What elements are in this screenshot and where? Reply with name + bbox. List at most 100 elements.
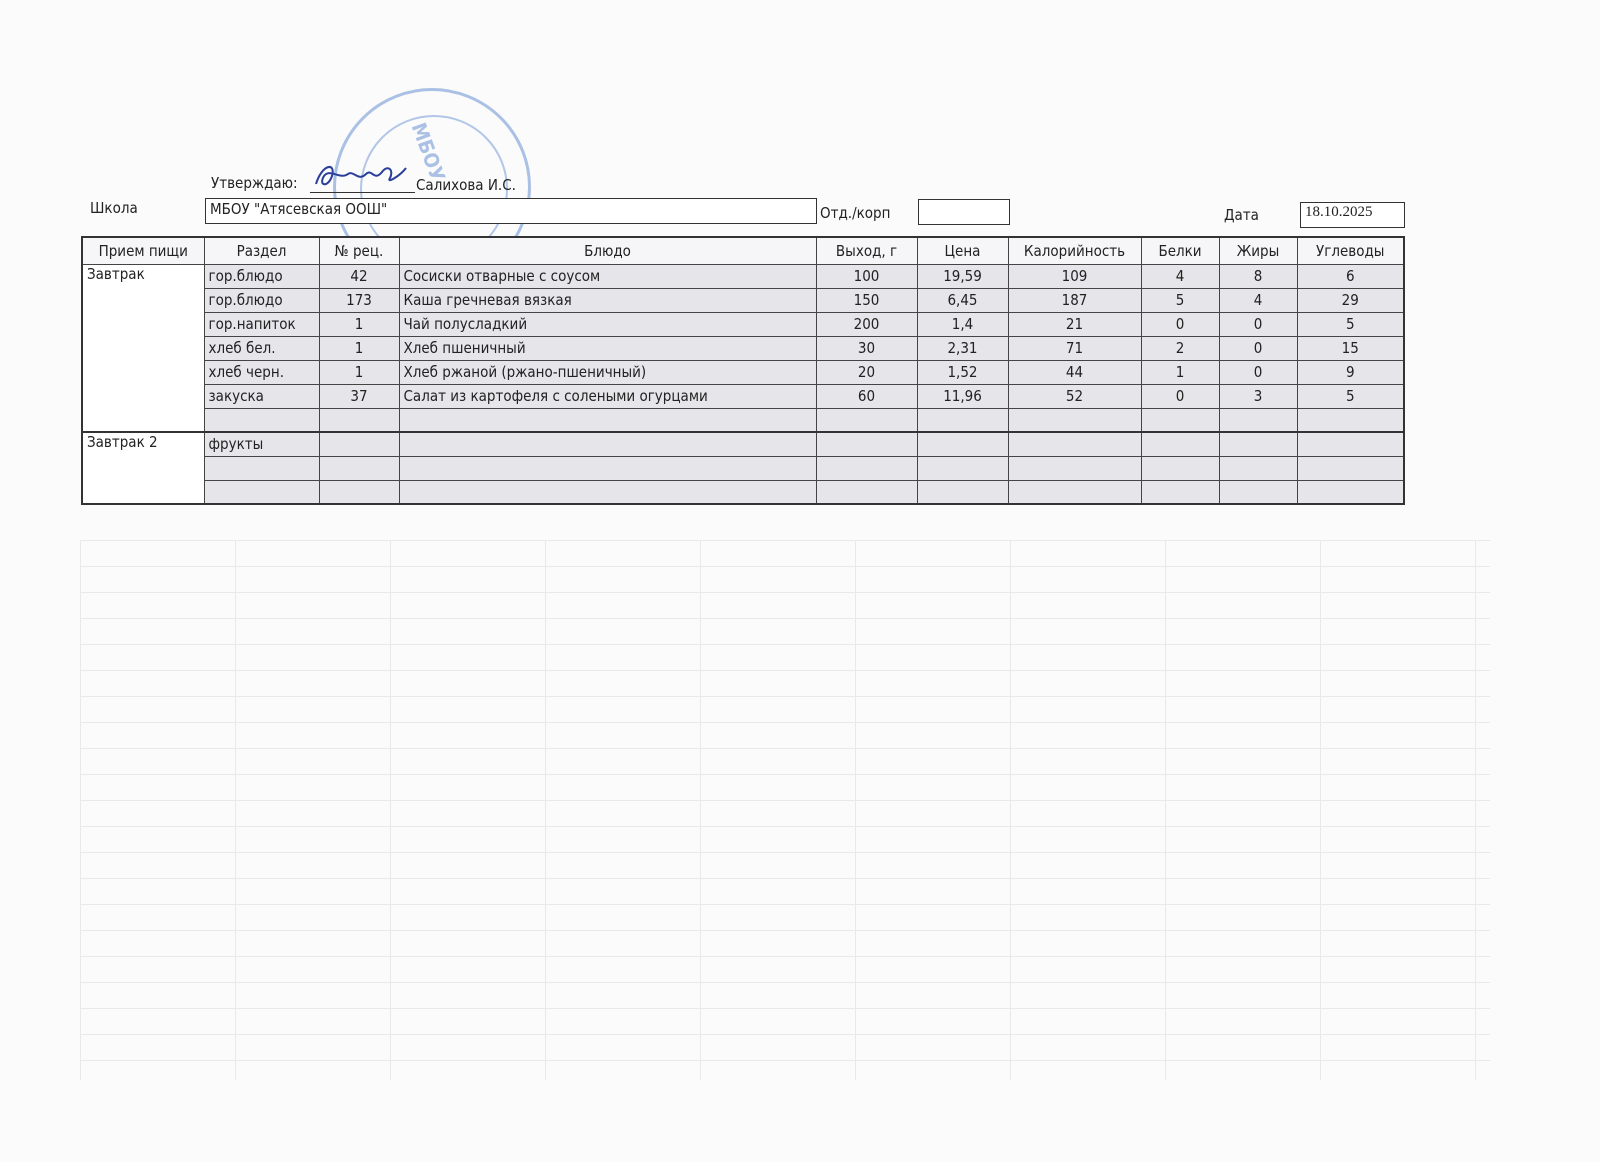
yield-cell: 100 bbox=[815, 263, 918, 289]
empty-cell bbox=[1140, 431, 1220, 457]
dish-cell: Каша гречневая вязкая bbox=[398, 287, 817, 313]
empty-cell bbox=[318, 431, 400, 457]
recipe-no-cell: 1 bbox=[318, 359, 400, 385]
col-header: Выход, г bbox=[815, 236, 918, 265]
empty-cell bbox=[916, 479, 1009, 505]
section-cell: гор.блюдо bbox=[203, 263, 320, 289]
protein-cell: 0 bbox=[1140, 383, 1220, 409]
table-row-empty bbox=[82, 407, 1405, 433]
empty-cell bbox=[815, 479, 918, 505]
carbs-cell: 6 bbox=[1296, 263, 1405, 289]
empty-cell bbox=[1218, 431, 1298, 457]
col-header: Белки bbox=[1140, 236, 1220, 265]
empty-cell bbox=[1007, 431, 1142, 457]
price-cell: 6,45 bbox=[916, 287, 1009, 313]
school-label: Школа bbox=[90, 199, 138, 217]
empty-cell bbox=[318, 479, 400, 505]
protein-cell: 1 bbox=[1140, 359, 1220, 385]
table-row bbox=[82, 455, 1405, 481]
approve-label: Утверждаю: bbox=[211, 174, 298, 192]
empty-cell bbox=[1007, 479, 1142, 505]
yield-cell: 200 bbox=[815, 311, 918, 337]
dept-field[interactable] bbox=[918, 199, 1010, 225]
fat-cell: 3 bbox=[1218, 383, 1298, 409]
signature bbox=[315, 166, 407, 186]
empty-cell bbox=[916, 455, 1009, 481]
protein-cell: 2 bbox=[1140, 335, 1220, 361]
fat-cell: 0 bbox=[1218, 335, 1298, 361]
carbs-cell: 15 bbox=[1296, 335, 1405, 361]
empty-cell bbox=[1296, 479, 1405, 505]
col-header: Цена bbox=[916, 236, 1009, 265]
empty-cell bbox=[1296, 407, 1405, 433]
table-row: гор.блюдо 173 Каша гречневая вязкая 150 6,45… bbox=[82, 287, 1405, 313]
empty-cell bbox=[1296, 431, 1405, 457]
empty-cell bbox=[398, 479, 817, 505]
menu-table: Прием пищи Раздел № рец. Блюдо Выход, г … bbox=[81, 236, 1405, 505]
empty-cell bbox=[1007, 407, 1142, 433]
carbs-cell: 29 bbox=[1296, 287, 1405, 313]
fat-cell: 8 bbox=[1218, 263, 1298, 289]
bleed-through-grid bbox=[80, 540, 1490, 1080]
price-cell: 2,31 bbox=[916, 335, 1009, 361]
protein-cell: 5 bbox=[1140, 287, 1220, 313]
carbs-cell: 5 bbox=[1296, 311, 1405, 337]
school-field[interactable]: МБОУ "Атясевская ООШ" bbox=[205, 198, 817, 224]
empty-cell bbox=[916, 431, 1009, 457]
dish-cell: Сосиски отварные с соусом bbox=[398, 263, 817, 289]
section-cell: хлеб бел. bbox=[203, 335, 320, 361]
empty-cell bbox=[203, 479, 320, 505]
section-cell: гор.напиток bbox=[203, 311, 320, 337]
date-field[interactable]: 18.10.2025 bbox=[1300, 202, 1405, 228]
calories-cell: 109 bbox=[1007, 263, 1142, 289]
empty-cell bbox=[1140, 407, 1220, 433]
calories-cell: 52 bbox=[1007, 383, 1142, 409]
protein-cell: 4 bbox=[1140, 263, 1220, 289]
empty-cell bbox=[203, 407, 320, 433]
protein-cell: 0 bbox=[1140, 311, 1220, 337]
empty-cell bbox=[398, 431, 817, 457]
col-header: Прием пищи bbox=[81, 236, 205, 265]
calories-cell: 187 bbox=[1007, 287, 1142, 313]
empty-cell bbox=[1296, 455, 1405, 481]
yield-cell: 30 bbox=[815, 335, 918, 361]
yield-cell: 20 bbox=[815, 359, 918, 385]
dish-cell: Салат из картофеля с солеными огурцами bbox=[398, 383, 817, 409]
empty-cell bbox=[203, 455, 320, 481]
table-row: закуска 37 Салат из картофеля с солеными о… bbox=[82, 383, 1405, 409]
approver-name: Салихова И.С. bbox=[416, 176, 516, 194]
empty-cell bbox=[1218, 479, 1298, 505]
table-row: гор.напиток 1 Чай полусладкий 200 1,4 21 0 0 5 bbox=[82, 311, 1405, 337]
yield-cell: 60 bbox=[815, 383, 918, 409]
fat-cell: 0 bbox=[1218, 359, 1298, 385]
calories-cell: 44 bbox=[1007, 359, 1142, 385]
dept-label: Отд./корп bbox=[820, 204, 891, 222]
section-cell: закуска bbox=[203, 383, 320, 409]
price-cell: 11,96 bbox=[916, 383, 1009, 409]
calories-cell: 71 bbox=[1007, 335, 1142, 361]
empty-cell bbox=[815, 431, 918, 457]
dish-cell: Хлеб пшеничный bbox=[398, 335, 817, 361]
recipe-no-cell: 37 bbox=[318, 383, 400, 409]
empty-cell bbox=[1140, 455, 1220, 481]
section-cell: хлеб черн. bbox=[203, 359, 320, 385]
empty-cell bbox=[815, 407, 918, 433]
price-cell: 1,52 bbox=[916, 359, 1009, 385]
empty-cell bbox=[398, 407, 817, 433]
recipe-no-cell: 1 bbox=[318, 311, 400, 337]
signature-line bbox=[310, 192, 415, 193]
empty-cell bbox=[1140, 479, 1220, 505]
calories-cell: 21 bbox=[1007, 311, 1142, 337]
col-header: Блюдо bbox=[398, 236, 817, 265]
price-cell: 1,4 bbox=[916, 311, 1009, 337]
table-row: хлеб черн. 1 Хлеб ржаной (ржано-пшеничный)… bbox=[82, 359, 1405, 385]
section-cell: фрукты bbox=[203, 431, 320, 457]
meal-cell: Завтрак 2 bbox=[81, 431, 205, 504]
price-cell: 19,59 bbox=[916, 263, 1009, 289]
fat-cell: 0 bbox=[1218, 311, 1298, 337]
empty-cell bbox=[1218, 455, 1298, 481]
empty-cell bbox=[318, 455, 400, 481]
col-header: Жиры bbox=[1218, 236, 1298, 265]
table-row: Завтрак гор.блюдо 42 Сосиски отварные с соу… bbox=[81, 263, 1405, 432]
carbs-cell: 9 bbox=[1296, 359, 1405, 385]
